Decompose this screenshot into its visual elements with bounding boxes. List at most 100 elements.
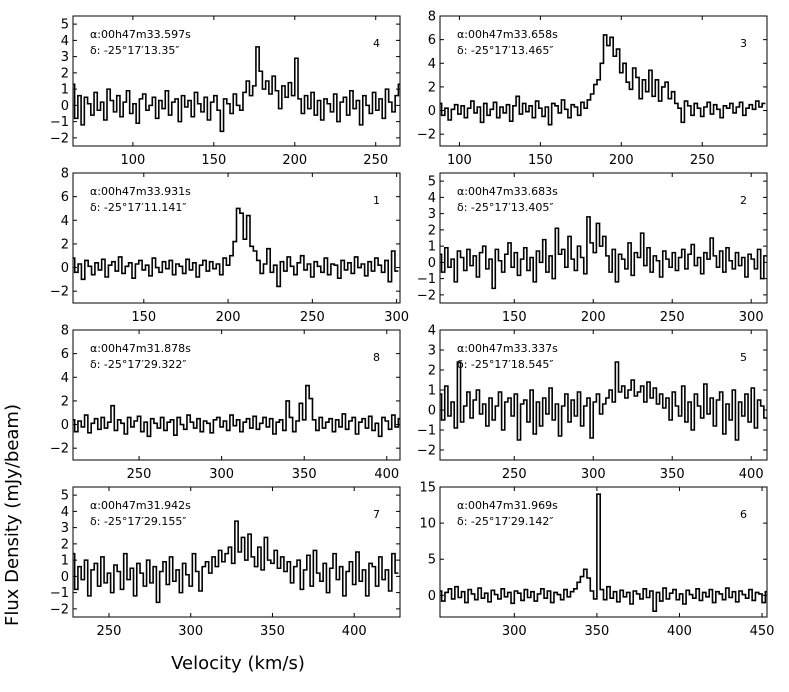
panel-1: −2 0 2 4 6 8 150 200 250 300 α:00h47m33.931s δ: -25… (50, 167, 409, 326)
panel-5: −2 −1 0 1 2 3 4 250 300 350 400 α:00h47m33.337s δ: -… (417, 324, 768, 482)
y-tick-label: 2 (61, 537, 69, 552)
y-tick-label: −2 (50, 131, 69, 146)
x-tick-label: 250 (127, 467, 152, 482)
y-tick-label: −2 (50, 442, 69, 457)
y-tick-label: 0 (61, 570, 69, 585)
panel-number: 4 (373, 37, 380, 50)
y-tick-label: 4 (61, 34, 69, 49)
y-tick-label: 3 (61, 521, 69, 536)
ra-label: α:00h47m31.878s (90, 342, 191, 355)
ra-label: α:00h47m31.942s (90, 499, 191, 512)
panel-number: 6 (740, 508, 747, 521)
x-tick-label: 250 (502, 467, 527, 482)
x-tick-label: 300 (209, 467, 234, 482)
y-tick-label: 1 (61, 554, 69, 569)
panel-frame (72, 329, 401, 461)
y-tick-label: 6 (61, 347, 69, 362)
y-tick-label: 2 (61, 237, 69, 252)
x-tick-label: 400 (739, 467, 764, 482)
ra-label: α:00h47m31.969s (457, 499, 558, 512)
x-tick-label: 150 (502, 310, 527, 325)
y-tick-label: 2 (428, 364, 436, 379)
y-tick-label: 8 (61, 167, 69, 182)
y-tick-label: 5 (61, 18, 69, 33)
x-tick-label: 250 (690, 153, 715, 168)
ra-label: α:00h47m33.597s (90, 28, 191, 41)
x-tick-label: 150 (131, 310, 156, 325)
y-tick-label: −1 (417, 424, 436, 439)
x-tick-label: 350 (660, 467, 685, 482)
y-tick-label: −1 (50, 586, 69, 601)
ra-label: α:00h47m33.931s (90, 185, 191, 198)
spectrum-line-8 (73, 384, 400, 438)
y-tick-label: 4 (428, 324, 436, 339)
dec-label: δ: -25°17′13.35″ (90, 44, 180, 57)
y-tick-label: −1 (50, 115, 69, 130)
panel-frame (439, 486, 768, 618)
ra-label: α:00h47m33.337s (457, 342, 558, 355)
y-tick-label: −2 (417, 128, 436, 143)
dec-label: δ: -25°17′29.322″ (90, 358, 187, 371)
x-tick-label: 300 (502, 624, 527, 639)
panel-number: 7 (373, 508, 380, 521)
y-tick-label: 2 (61, 66, 69, 81)
x-tick-label: 300 (178, 624, 203, 639)
y-tick-label: 0 (428, 404, 436, 419)
x-tick-label: 350 (260, 624, 285, 639)
y-tick-label: 8 (61, 324, 69, 339)
y-tick-label: 2 (428, 223, 436, 238)
ra-label: α:00h47m33.658s (457, 28, 558, 41)
panel-number: 1 (373, 194, 380, 207)
panel-6: 0 5 10 15 300 350 400 450 α:00h47m31.969s δ: -25°… (419, 481, 774, 640)
y-tick-label: 3 (428, 344, 436, 359)
x-tick-label: 150 (528, 153, 553, 168)
spectrum-line-6 (440, 493, 767, 613)
y-tick-label: 1 (428, 240, 436, 255)
y-tick-label: 5 (428, 175, 436, 190)
y-tick-label: −2 (50, 285, 69, 300)
x-tick-label: 250 (363, 153, 388, 168)
x-tick-label: 350 (584, 624, 609, 639)
spectrum-line-3 (440, 34, 766, 126)
y-tick-label: 0 (428, 589, 436, 604)
y-tick-label: 1 (428, 384, 436, 399)
x-tick-label: 300 (739, 310, 764, 325)
spectrum-line-4 (73, 46, 400, 133)
y-tick-label: 0 (428, 104, 436, 119)
y-tick-label: 15 (419, 481, 436, 496)
x-tick-label: 200 (609, 153, 634, 168)
y-tick-label: 6 (61, 190, 69, 205)
y-tick-label: 5 (428, 553, 436, 568)
x-tick-label: 400 (342, 624, 367, 639)
y-tick-label: −2 (417, 288, 436, 303)
y-tick-label: 4 (61, 505, 69, 520)
dec-label: δ: -25°17′13.465″ (457, 44, 554, 57)
y-tick-label: 2 (61, 394, 69, 409)
dec-label: δ: -25°17′13.405″ (457, 201, 554, 214)
panel-frame (72, 172, 401, 304)
y-tick-label: 3 (61, 50, 69, 65)
ra-label: α:00h47m33.683s (457, 185, 558, 198)
y-tick-label: 4 (61, 371, 69, 386)
y-tick-label: 4 (428, 191, 436, 206)
y-tick-label: 0 (428, 256, 436, 271)
panel-8: −2 0 2 4 6 8 250 300 350 400 α:00h47m31.878s δ: -25… (50, 324, 401, 482)
x-tick-label: 200 (282, 153, 307, 168)
y-tick-label: 4 (61, 214, 69, 229)
y-tick-label: 8 (428, 10, 436, 25)
y-tick-label: 2 (428, 80, 436, 95)
x-tick-label: 300 (581, 467, 606, 482)
x-tick-label: 250 (300, 310, 325, 325)
spectrum-line-7 (73, 520, 399, 604)
y-tick-label: 6 (428, 33, 436, 48)
x-tick-label: 400 (374, 467, 399, 482)
y-tick-label: −1 (417, 272, 436, 287)
x-tick-label: 250 (97, 624, 122, 639)
y-tick-label: 0 (61, 99, 69, 114)
panel-frame (439, 15, 768, 147)
y-tick-label: 1 (61, 83, 69, 98)
y-tick-label: 3 (428, 207, 436, 222)
